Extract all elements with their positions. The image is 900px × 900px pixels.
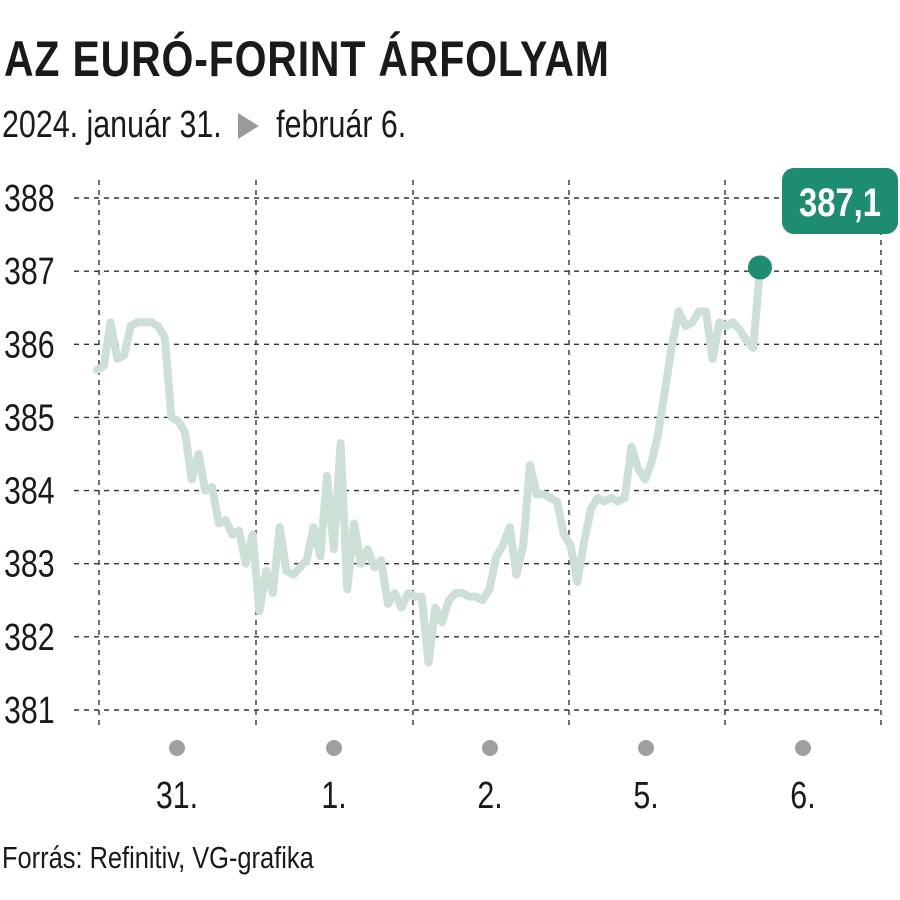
y-tick-label: 384 [4,470,55,512]
date-to: február 6. [276,104,407,146]
date-range: 2024. január 31. február 6. [2,104,406,147]
day-dot [326,740,342,756]
y-tick-label: 386 [4,324,55,366]
source-note: Forrás: Refinitiv, VG-grafika [2,840,314,875]
chart-title: AZ EURÓ-FORINT ÁRFOLYAM [4,31,610,87]
last-value-dot [748,255,772,280]
date-from: 2024. január 31. [2,104,222,146]
y-tick-label: 385 [4,397,55,439]
play-arrow-icon [237,112,259,139]
y-tick-label: 382 [4,617,55,659]
x-axis-ticks: 31. 1. 2. 5. 6. [156,740,816,817]
last-value-label: 387,1 [799,180,881,225]
day-dot [169,740,185,756]
x-tick-label: 1. [321,775,346,817]
day-dot [795,740,811,756]
last-value-badge [782,168,898,234]
y-axis-ticks: 388 387 386 385 384 383 382 381 [4,178,55,732]
x-tick-label: 6. [790,775,815,817]
y-tick-label: 381 [4,690,55,732]
series-line [93,263,764,667]
series-layer [93,263,764,667]
y-tick-label: 383 [4,544,55,586]
day-dot [482,740,498,756]
last-value-marker-layer: 387,1 [748,168,898,280]
x-tick-label: 31. [156,775,198,817]
day-dot [638,740,654,756]
x-tick-label: 5. [633,775,658,817]
y-tick-label: 388 [4,178,55,220]
y-tick-label: 387 [4,251,55,293]
x-tick-label: 2. [477,775,502,817]
